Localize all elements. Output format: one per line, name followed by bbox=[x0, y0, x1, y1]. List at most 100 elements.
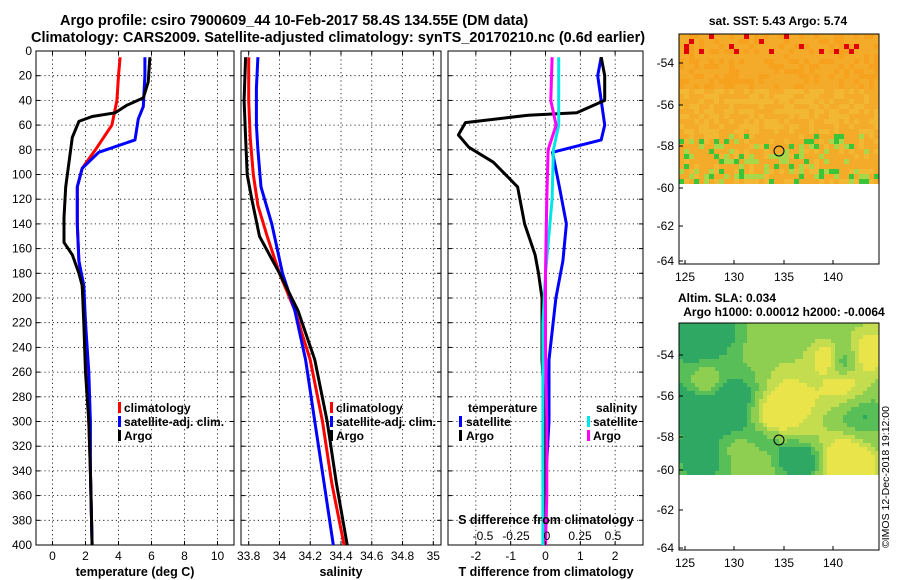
sst-cell bbox=[739, 154, 744, 159]
sla-cell bbox=[715, 427, 719, 431]
sla-cell bbox=[719, 435, 723, 439]
sla-cell bbox=[699, 375, 703, 379]
sst-cell bbox=[804, 169, 809, 174]
sla-cell bbox=[823, 419, 827, 423]
sla-cell bbox=[751, 447, 755, 451]
sst-cell bbox=[849, 119, 854, 124]
sst-cell bbox=[704, 44, 709, 49]
sla-cell bbox=[755, 419, 759, 423]
sla-cell bbox=[811, 471, 815, 475]
sla-cell bbox=[719, 471, 723, 475]
sst-cell bbox=[864, 114, 869, 119]
sla-cell bbox=[835, 447, 839, 451]
sst-cell bbox=[774, 99, 779, 104]
sst-cell bbox=[744, 64, 749, 69]
sla-cell bbox=[783, 411, 787, 415]
sla-cell bbox=[815, 339, 819, 343]
sla-cell bbox=[711, 459, 715, 463]
sst-cell bbox=[779, 69, 784, 74]
sla-cell bbox=[779, 343, 783, 347]
sla-cell bbox=[787, 403, 791, 407]
sla-cell bbox=[755, 339, 759, 343]
sla-cell bbox=[847, 355, 851, 359]
sst-cell bbox=[819, 54, 824, 59]
sla-cell bbox=[683, 427, 687, 431]
sla-cell bbox=[723, 459, 727, 463]
sst-cell bbox=[724, 159, 729, 164]
sst-cell bbox=[814, 109, 819, 114]
sla-cell bbox=[823, 411, 827, 415]
sla-cell bbox=[843, 463, 847, 467]
sla-cell bbox=[843, 451, 847, 455]
sst-cell bbox=[869, 169, 874, 174]
sla-cell bbox=[827, 451, 831, 455]
sla-cell bbox=[739, 323, 743, 327]
sla-cell bbox=[791, 435, 795, 439]
sst-cell bbox=[739, 39, 744, 44]
sst-cell bbox=[794, 44, 799, 49]
sst-cell bbox=[864, 54, 869, 59]
sla-cell bbox=[831, 407, 835, 411]
sla-cell bbox=[739, 351, 743, 355]
sla-cell bbox=[763, 431, 767, 435]
sst-cell bbox=[799, 104, 804, 109]
sla-cell bbox=[771, 463, 775, 467]
sla-cell bbox=[691, 395, 695, 399]
lon-tick-label: 140 bbox=[823, 556, 843, 570]
sst-cell bbox=[809, 79, 814, 84]
sst-cell bbox=[799, 119, 804, 124]
sla-cell bbox=[799, 391, 803, 395]
sla-cell bbox=[759, 443, 763, 447]
sst-cell bbox=[729, 119, 734, 124]
sla-cell bbox=[851, 375, 855, 379]
sla-cell bbox=[819, 431, 823, 435]
lat-tick-label: -64 bbox=[657, 541, 675, 555]
sla-cell bbox=[839, 383, 843, 387]
temperature-xlabel: temperature (deg C) bbox=[76, 565, 195, 579]
sst-cell bbox=[869, 109, 874, 114]
sst-cell bbox=[799, 39, 804, 44]
sst-cell bbox=[719, 179, 724, 184]
sla-cell bbox=[863, 411, 867, 415]
sla-cell bbox=[787, 395, 791, 399]
sst-cell bbox=[679, 44, 684, 49]
lat-tick-label: -62 bbox=[657, 219, 675, 233]
sla-cell bbox=[831, 343, 835, 347]
sla-cell bbox=[751, 439, 755, 443]
sst-cell bbox=[714, 34, 719, 39]
sst-cell bbox=[804, 69, 809, 74]
sla-cell bbox=[855, 423, 859, 427]
sla-cell bbox=[843, 363, 847, 367]
sla-cell bbox=[851, 471, 855, 475]
sst-cell bbox=[714, 179, 719, 184]
sla-cell bbox=[859, 471, 863, 475]
sla-cell bbox=[687, 471, 691, 475]
sla-cell bbox=[711, 467, 715, 471]
sst-cell bbox=[849, 49, 854, 54]
sst-cell bbox=[844, 79, 849, 84]
sst-cell bbox=[864, 109, 869, 114]
sla-cell bbox=[779, 403, 783, 407]
sla-cell bbox=[683, 395, 687, 399]
sla-cell bbox=[723, 359, 727, 363]
sla-cell bbox=[775, 351, 779, 355]
sst-cell bbox=[699, 84, 704, 89]
sla-cell bbox=[759, 423, 763, 427]
sst-cell bbox=[684, 119, 689, 124]
sst-cell bbox=[734, 74, 739, 79]
sst-cell bbox=[799, 154, 804, 159]
sla-cell bbox=[859, 355, 863, 359]
sst-cell bbox=[694, 169, 699, 174]
sla-cell bbox=[811, 327, 815, 331]
sla-cell bbox=[723, 467, 727, 471]
sla-cell bbox=[835, 347, 839, 351]
sst-cell bbox=[804, 89, 809, 94]
sst-cell bbox=[734, 44, 739, 49]
depth-tick-label: 200 bbox=[12, 291, 32, 305]
sst-cell bbox=[739, 49, 744, 54]
sla-cell bbox=[831, 367, 835, 371]
sst-cell bbox=[864, 49, 869, 54]
sla-cell bbox=[811, 455, 815, 459]
sla-cell bbox=[847, 339, 851, 343]
sst-cell bbox=[789, 174, 794, 179]
